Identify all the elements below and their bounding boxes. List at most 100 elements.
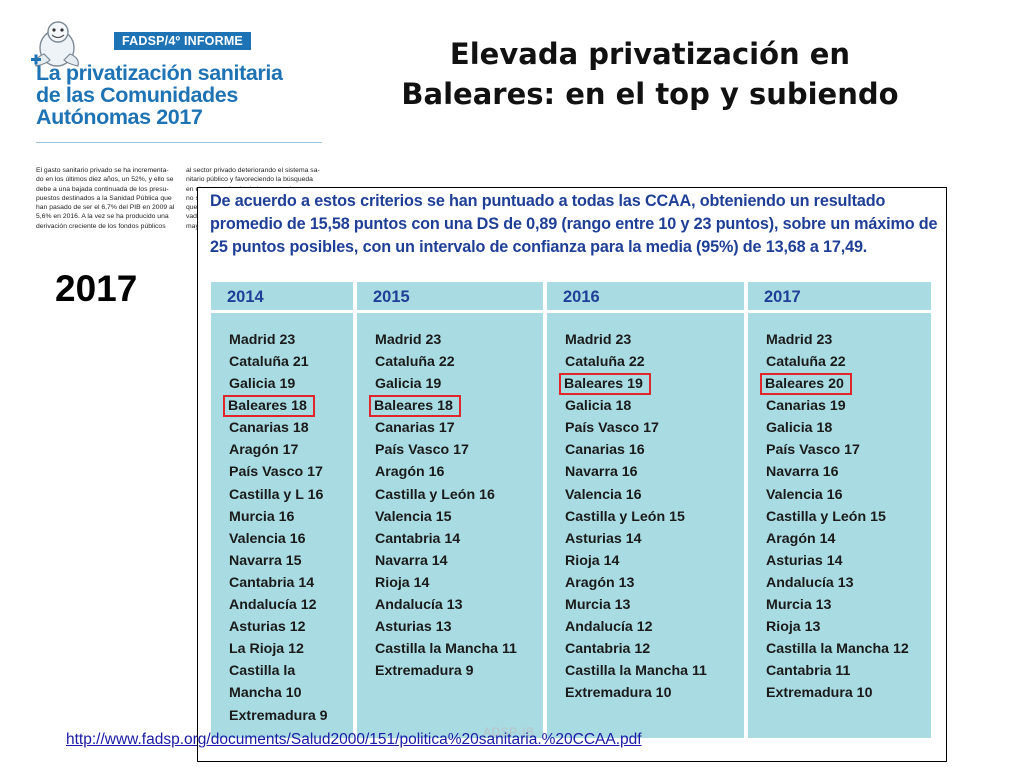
report-cover: FADSP/4º INFORME La privatización sanita… bbox=[28, 16, 324, 230]
ranking-item: Valencia 16 bbox=[565, 486, 642, 503]
ranking-row: Cantabria 12 bbox=[565, 638, 744, 660]
ranking-row: Andalucía 13 bbox=[766, 572, 931, 594]
ranking-item: País Vasco 17 bbox=[565, 420, 659, 437]
ranking-row: Andalucía 12 bbox=[565, 616, 744, 638]
ranking-column-2015: Madrid 23 Cataluña 22 Galicia 19 Baleares 1… bbox=[357, 313, 543, 738]
ranking-row: País Vasco 17 bbox=[375, 439, 543, 461]
ranking-row: Baleares 19 bbox=[564, 373, 744, 395]
column-header-2017: 2017 bbox=[748, 282, 931, 310]
ranking-row: Valencia 16 bbox=[766, 484, 931, 506]
ranking-row: Aragón 14 bbox=[766, 528, 931, 550]
ranking-item: Navarra 14 bbox=[375, 552, 448, 569]
report-title-line: de las Comunidades bbox=[36, 83, 238, 107]
ranking-item: Galicia 18 bbox=[766, 420, 833, 437]
ranking-row: Extremadura 9 bbox=[375, 660, 543, 682]
ranking-item: País Vasco 17 bbox=[766, 442, 860, 459]
ranking-item: Rioja 13 bbox=[766, 619, 821, 636]
ranking-row: Mancha 10 bbox=[229, 682, 353, 704]
ranking-item: Madrid 23 bbox=[375, 332, 442, 348]
ranking-row: Baleares 18 bbox=[228, 395, 353, 417]
ranking-item: Cantabria 14 bbox=[375, 530, 461, 547]
ranking-item: Asturias 13 bbox=[375, 619, 452, 636]
ranking-row: Asturias 14 bbox=[565, 528, 744, 550]
ranking-item: Aragón 13 bbox=[565, 574, 635, 591]
ranking-row: Cataluña 21 bbox=[229, 351, 353, 373]
ranking-item: Andalucía 12 bbox=[565, 619, 653, 636]
slide-title-line: Elevada privatización en bbox=[449, 37, 851, 71]
ranking-row: Cantabria 14 bbox=[375, 528, 543, 550]
ranking-row: Navarra 15 bbox=[229, 550, 353, 572]
ranking-row: Galicia 18 bbox=[565, 395, 744, 417]
ranking-row: Castilla y León 15 bbox=[766, 506, 931, 528]
ranking-row: Canarias 18 bbox=[229, 417, 353, 439]
ranking-item: Valencia 16 bbox=[229, 530, 306, 547]
intro-text-line: al sector privado deteriorando el sistem… bbox=[186, 167, 320, 174]
ranking-row: Navarra 14 bbox=[375, 550, 543, 572]
ranking-item: Extremadura 10 bbox=[766, 685, 873, 702]
ranking-row: Andalucía 13 bbox=[375, 594, 543, 616]
intro-text-line: 5,6% en 2016. A la vez se ha producido u… bbox=[36, 213, 169, 221]
ranking-row: Valencia 16 bbox=[565, 484, 744, 506]
ranking-row: Canarias 16 bbox=[565, 439, 744, 461]
ranking-item: Cataluña 21 bbox=[229, 354, 309, 371]
ranking-item: Canarias 16 bbox=[565, 442, 645, 459]
ranking-item: Navarra 16 bbox=[565, 464, 638, 481]
ranking-row: Cataluña 22 bbox=[565, 351, 744, 373]
intro-text-line: han pasado de ser el 6,7% del PIB en 200… bbox=[36, 204, 175, 212]
ranking-item: Cantabria 12 bbox=[565, 641, 651, 658]
ranking-item: Cantabria 14 bbox=[229, 574, 315, 591]
ranking-item: Cataluña 22 bbox=[766, 354, 846, 371]
ranking-item: Navarra 16 bbox=[766, 464, 839, 481]
ranking-row: Murcia 13 bbox=[766, 594, 931, 616]
ranking-row: Navarra 16 bbox=[565, 461, 744, 483]
intro-column-left: El gasto sanitario privado se ha increme… bbox=[36, 166, 178, 231]
ranking-item: Murcia 13 bbox=[766, 597, 832, 614]
ranking-row: Extremadura 10 bbox=[766, 682, 931, 704]
ranking-item: Extremadura 10 bbox=[565, 685, 672, 702]
ranking-column-2014: Madrid 23 Cataluña 21 Galicia 19 Baleares 1… bbox=[211, 313, 353, 738]
report-banner: FADSP/4º INFORME bbox=[114, 32, 251, 50]
ranking-list: Madrid 23 Cataluña 22 Baleares 20 Canarias … bbox=[765, 329, 931, 705]
ranking-row: Aragón 16 bbox=[375, 461, 543, 483]
ranking-item: Asturias 14 bbox=[565, 530, 642, 547]
ranking-item: La Rioja 12 bbox=[229, 641, 304, 658]
ranking-row: Castilla y León 16 bbox=[375, 484, 543, 506]
ranking-item: Valencia 15 bbox=[375, 508, 452, 525]
divider bbox=[36, 142, 322, 143]
ranking-row: País Vasco 17 bbox=[229, 461, 353, 483]
ranking-column-2016: Madrid 23 Cataluña 22 Baleares 19 Galicia 1… bbox=[547, 313, 744, 738]
ranking-item: Asturias 14 bbox=[766, 552, 843, 569]
ranking-item: Andalucía 13 bbox=[375, 597, 463, 614]
ranking-item: Castilla y León 15 bbox=[766, 508, 886, 525]
ranking-row: Aragón 17 bbox=[229, 439, 353, 461]
ranking-item: Andalucía 12 bbox=[229, 597, 317, 614]
ranking-item: Navarra 15 bbox=[229, 552, 302, 569]
intro-text-line: debe a una bajada continuada de los pres… bbox=[36, 185, 169, 193]
ranking-row: Asturias 12 bbox=[229, 616, 353, 638]
ranking-item: Extremadura 9 bbox=[375, 663, 474, 680]
ranking-item: Cataluña 22 bbox=[375, 354, 455, 371]
ranking-item: Extremadura 9 bbox=[229, 707, 328, 724]
ranking-item: Valencia 16 bbox=[766, 486, 843, 503]
highlighted-ranking-item: Baleares 20 bbox=[762, 375, 850, 393]
ranking-row: Baleares 18 bbox=[374, 395, 543, 417]
source-link[interactable]: http://www.fadsp.org/documents/Salud2000… bbox=[66, 731, 642, 748]
report-title: La privatización sanitaria de las Comuni… bbox=[36, 62, 336, 128]
ranking-item: Murcia 16 bbox=[229, 508, 295, 525]
slide-title: Elevada privatización en Baleares: en el… bbox=[380, 34, 920, 114]
ranking-row: Rioja 14 bbox=[565, 550, 744, 572]
ranking-row: Madrid 23 bbox=[565, 329, 744, 351]
ranking-item: Cataluña 22 bbox=[565, 354, 645, 371]
ranking-item: Galicia 19 bbox=[229, 376, 296, 393]
ranking-item: Murcia 13 bbox=[565, 597, 631, 614]
ranking-row: Canarias 17 bbox=[375, 417, 543, 439]
intro-text-line: que c bbox=[186, 204, 203, 212]
intro-text-line: El gasto sanitario privado se ha increme… bbox=[36, 167, 169, 174]
ranking-row: Asturias 14 bbox=[766, 550, 931, 572]
ranking-item: Aragón 17 bbox=[229, 442, 299, 459]
ranking-item: País Vasco 17 bbox=[375, 442, 469, 459]
column-header-2015: 2015 bbox=[357, 282, 543, 310]
intro-text-line: mayo bbox=[186, 222, 203, 230]
ranking-row: Navarra 16 bbox=[766, 461, 931, 483]
ranking-row: Cantabria 11 bbox=[766, 660, 931, 682]
